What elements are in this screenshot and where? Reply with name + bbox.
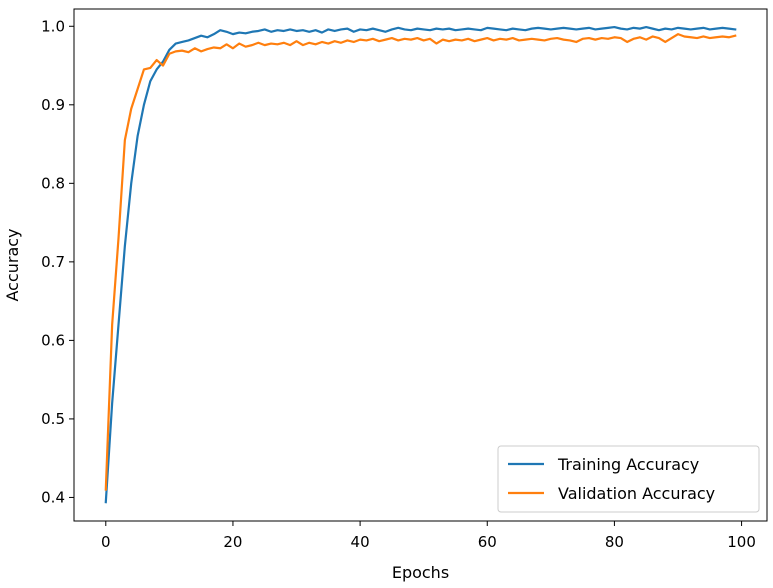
plot-area bbox=[104, 25, 737, 504]
y-tick-label: 1.0 bbox=[41, 17, 65, 35]
series-line-training-accuracy bbox=[104, 25, 737, 504]
x-tick-label: 0 bbox=[101, 533, 111, 551]
y-tick-label: 0.4 bbox=[41, 488, 65, 506]
x-tick-label: 60 bbox=[478, 533, 497, 551]
x-axis-label: Epochs bbox=[392, 563, 449, 582]
y-tick-label: 0.7 bbox=[41, 253, 65, 271]
x-tick-label: 20 bbox=[223, 533, 242, 551]
series-line-validation-accuracy bbox=[104, 33, 737, 491]
y-tick-label: 0.6 bbox=[41, 331, 65, 349]
x-tick-label: 100 bbox=[727, 533, 756, 551]
x-tick-label: 40 bbox=[351, 533, 370, 551]
y-axis-label: Accuracy bbox=[3, 228, 22, 301]
legend-label-validation-accuracy: Validation Accuracy bbox=[558, 484, 715, 503]
legend-label-training-accuracy: Training Accuracy bbox=[557, 455, 699, 474]
y-tick-label: 0.8 bbox=[41, 174, 65, 192]
y-tick-label: 0.5 bbox=[41, 410, 65, 428]
y-tick-label: 0.9 bbox=[41, 96, 65, 114]
axes: 0 20 40 60 80 100 0.4 0.5 0.6 0.7 0.8 0.9 1.0 bbox=[41, 8, 768, 551]
x-tick-label: 80 bbox=[605, 533, 624, 551]
legend: Training Accuracy Validation Accuracy bbox=[497, 445, 760, 513]
axes-frame bbox=[73, 8, 768, 522]
legend-box bbox=[497, 445, 760, 513]
